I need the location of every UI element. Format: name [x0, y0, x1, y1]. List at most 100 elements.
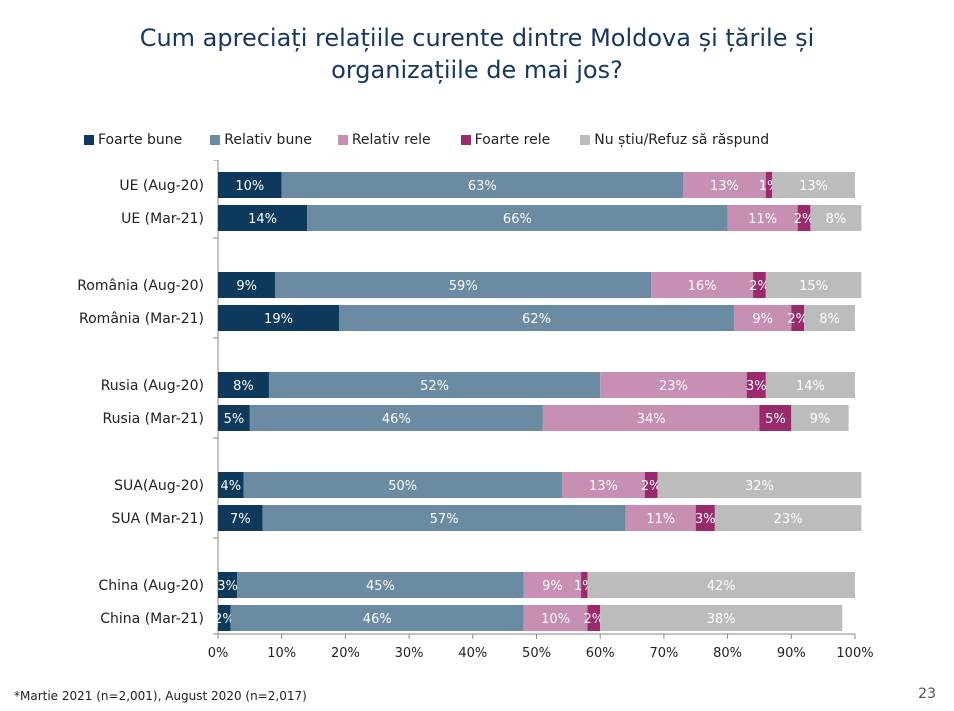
data-label: 23%: [659, 379, 688, 394]
category-label: România (Aug-20): [77, 278, 204, 294]
bar-segment: [218, 605, 231, 631]
bar-segment: [625, 505, 696, 531]
data-label: 9%: [236, 279, 257, 294]
data-label: 59%: [449, 279, 478, 294]
x-tick-label: 100%: [836, 646, 873, 661]
chart-title-line-2: organizațiile de mai jos?: [331, 56, 623, 84]
category-label: SUA(Aug-20): [114, 478, 204, 494]
data-label: 15%: [799, 279, 828, 294]
data-label: 38%: [707, 612, 736, 627]
data-label: 7%: [230, 512, 251, 527]
data-label: 14%: [248, 212, 277, 227]
data-label: 5%: [765, 412, 786, 427]
data-label: 46%: [363, 612, 392, 627]
legend-swatch: [580, 135, 591, 145]
bar-segment: [759, 405, 792, 431]
x-tick-label: 20%: [331, 646, 360, 661]
bar-segment: [218, 472, 244, 498]
chart-legend: Foarte bune Relativ bune Relativ rele Foart…: [84, 131, 769, 149]
data-label: 13%: [589, 479, 618, 494]
bar-segment: [230, 605, 524, 631]
category-label: Rusia (Aug-20): [101, 378, 204, 394]
bar-segment: [523, 572, 582, 598]
data-label: 46%: [382, 412, 411, 427]
bar-segment: [581, 572, 588, 598]
x-tick-label: 80%: [713, 646, 742, 661]
bar-segment: [218, 505, 263, 531]
data-label: 8%: [819, 312, 840, 327]
bar-segment: [804, 305, 855, 331]
bar-segment: [746, 372, 766, 398]
bar-segment: [765, 272, 862, 298]
bar-segment: [600, 372, 747, 398]
x-tick-label: 0%: [208, 646, 229, 661]
x-tick-label: 90%: [777, 646, 806, 661]
footnote: *Martie 2021 (n=2,001), August 2020 (n=2…: [14, 689, 307, 703]
bar-segment: [714, 505, 862, 531]
x-tick-label: 70%: [649, 646, 678, 661]
legend-swatch: [84, 135, 94, 145]
bar-segment: [810, 205, 862, 231]
data-label: 9%: [542, 579, 563, 594]
bar-segment: [218, 405, 250, 431]
data-label: 5%: [224, 412, 245, 427]
bar-segment: [339, 305, 734, 331]
bar-segment: [218, 305, 340, 331]
legend-label: Relativ rele: [351, 132, 431, 148]
data-label: 10%: [541, 612, 570, 627]
bar-segment: [218, 572, 238, 598]
bar-segment: [542, 405, 760, 431]
category-label: UE (Mar-21): [121, 211, 204, 227]
chart-title: Cum apreciați relațiile curente dintre M…: [0, 22, 954, 86]
category-label: China (Aug-20): [98, 578, 204, 594]
data-label: 3%: [695, 512, 716, 527]
data-label: 32%: [745, 479, 774, 494]
bar-segment: [791, 405, 849, 431]
data-label: 8%: [233, 379, 254, 394]
x-tick-label: 10%: [267, 646, 296, 661]
bar-segment: [791, 305, 805, 331]
bar-segment: [587, 605, 601, 631]
legend-label: Relativ bune: [224, 132, 312, 148]
x-tick-label: 60%: [586, 646, 615, 661]
data-label: 62%: [522, 312, 551, 327]
legend-swatch: [337, 135, 348, 145]
bar-segment: [237, 572, 524, 598]
category-label: Rusia (Mar-21): [103, 411, 205, 427]
data-label: 2%: [641, 479, 662, 494]
bar-segment: [733, 305, 792, 331]
bar-segment: [753, 272, 766, 298]
x-tick-label: 30%: [395, 646, 424, 661]
data-label: 2%: [794, 212, 815, 227]
bar-segment: [218, 272, 276, 298]
data-label: 10%: [235, 179, 264, 194]
data-label: 3%: [217, 579, 238, 594]
bar-segment: [600, 605, 843, 631]
bar-segment: [683, 172, 766, 198]
bar-segment: [243, 472, 562, 498]
bar-segment: [695, 505, 715, 531]
data-label: 14%: [796, 379, 825, 394]
data-label: 3%: [746, 379, 767, 394]
data-label: 9%: [752, 312, 773, 327]
legend-item: Nu știu/Refuz să răspund: [580, 132, 769, 148]
legend-swatch: [210, 135, 221, 145]
bar-segment: [587, 572, 855, 598]
bar-segment: [797, 205, 811, 231]
data-label: 2%: [584, 612, 605, 627]
category-label: China (Mar-21): [100, 611, 204, 627]
data-label: 52%: [420, 379, 449, 394]
data-label: 23%: [774, 512, 803, 527]
category-label: UE (Aug-20): [119, 178, 204, 194]
data-label: 45%: [366, 579, 395, 594]
bar-segment: [644, 472, 658, 498]
data-label: 13%: [799, 179, 828, 194]
bar-segment: [657, 472, 862, 498]
data-label: 57%: [430, 512, 459, 527]
data-label: 8%: [826, 212, 847, 227]
legend-item: Relativ rele: [337, 132, 431, 148]
data-label: 16%: [688, 279, 717, 294]
data-label: 2%: [749, 279, 770, 294]
bar-segment: [651, 272, 754, 298]
category-label: România (Mar-21): [79, 311, 204, 327]
